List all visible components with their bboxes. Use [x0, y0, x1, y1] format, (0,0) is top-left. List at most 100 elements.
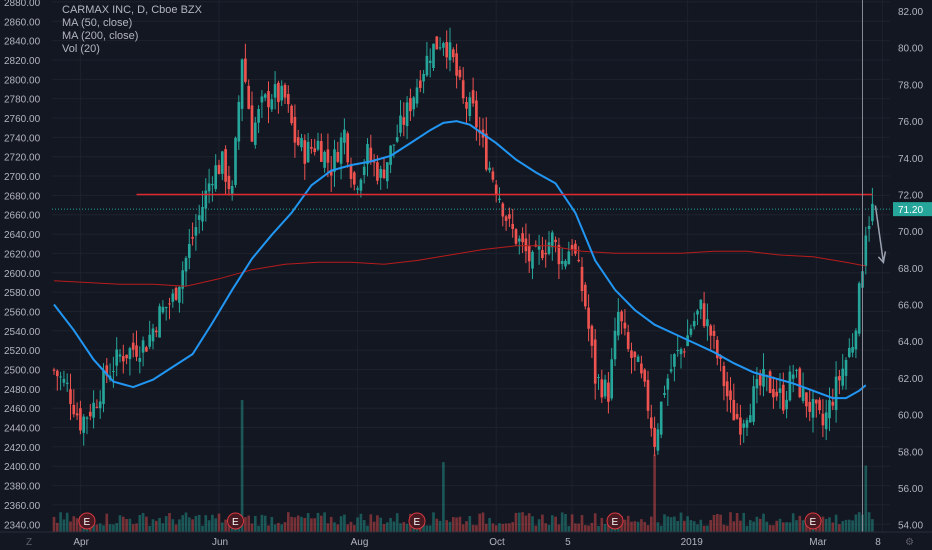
candle-body — [508, 214, 511, 219]
candle-body — [811, 399, 815, 418]
candle-body — [742, 423, 746, 428]
volume-bar — [748, 520, 752, 532]
volume-bar — [557, 524, 561, 532]
candle-body — [498, 198, 501, 201]
earnings-marker — [227, 512, 244, 530]
settings-gear-icon[interactable]: ⚙ — [905, 537, 914, 548]
volume-bar — [630, 521, 633, 532]
volume-bar — [742, 512, 746, 532]
volume-bar — [339, 516, 343, 532]
volume-bar — [247, 515, 251, 532]
volume-bar — [699, 519, 703, 532]
volume-bar — [300, 516, 303, 532]
volume-bar — [422, 523, 425, 532]
volume-bar — [418, 525, 422, 532]
candle-body — [161, 306, 165, 313]
candle-body — [630, 350, 633, 359]
volume-bar — [158, 517, 161, 532]
volume-bar — [696, 524, 699, 532]
candle-body — [75, 413, 79, 416]
volume-bar — [831, 522, 835, 532]
candle-body — [706, 319, 709, 327]
candle-body — [82, 416, 86, 433]
volume-bar — [145, 516, 148, 532]
candle-body — [768, 371, 772, 393]
candle-body — [494, 184, 498, 195]
candle-body — [399, 115, 402, 133]
volume-bar — [128, 518, 132, 532]
candle-body — [319, 141, 323, 162]
candle-body — [626, 332, 630, 350]
volume-bar — [283, 522, 287, 532]
volume-bar — [590, 522, 594, 532]
volume-bar — [847, 519, 851, 532]
left-axis-tick-label: 2820.00 — [4, 56, 41, 67]
time-axis-label: Apr — [73, 537, 89, 548]
volume-bar — [626, 515, 630, 532]
volume-bar — [171, 519, 175, 532]
candle-body — [501, 203, 505, 217]
volume-bar — [623, 519, 627, 532]
volume-bar — [442, 462, 445, 532]
volume-bar — [115, 523, 119, 532]
candle-body — [465, 101, 468, 109]
candle-body — [293, 116, 297, 143]
volume-bar — [669, 517, 673, 532]
volume-bar — [762, 513, 765, 532]
candle-body — [570, 244, 574, 250]
candle-body — [801, 388, 805, 401]
volume-bar — [871, 519, 874, 532]
candle-body — [491, 171, 495, 180]
left-axis-tick-label: 2540.00 — [4, 327, 41, 338]
candle-body — [145, 347, 148, 352]
volume-bar — [224, 519, 227, 532]
candle-body — [841, 368, 845, 386]
candle-body — [432, 43, 435, 68]
volume-bar — [603, 523, 607, 532]
candle-body — [603, 379, 607, 397]
zoom-icon[interactable]: Z — [26, 537, 32, 548]
volume-bar — [184, 512, 188, 532]
candle-body — [715, 339, 719, 359]
volume-bar — [194, 515, 198, 532]
candle-body — [270, 99, 274, 110]
volume-bar — [379, 517, 383, 532]
volume-bar — [359, 513, 363, 532]
candle-body — [669, 369, 673, 372]
right-axis-tick-label: 78.00 — [898, 80, 923, 91]
chart-legend: CARMAX INC, D, Cboe BZX MA (50, close) M… — [62, 4, 202, 56]
volume-bar — [772, 525, 775, 532]
time-axis-label: Mar — [809, 537, 827, 548]
right-axis-background — [892, 0, 932, 532]
candle-body — [831, 401, 835, 406]
candle-body — [283, 84, 287, 98]
candle-body — [306, 141, 310, 163]
volume-bar — [715, 513, 719, 532]
volume-bar — [564, 514, 567, 532]
candle-body — [458, 69, 462, 78]
volume-bar — [98, 523, 102, 532]
candle-body — [745, 420, 749, 428]
candle-body — [356, 188, 359, 190]
volume-bar — [306, 513, 310, 532]
candle-body — [564, 260, 567, 267]
candle-body — [257, 108, 260, 123]
candle-body — [230, 185, 234, 194]
volume-bar — [369, 514, 373, 532]
candle-body — [372, 161, 376, 163]
candle-body — [646, 379, 650, 411]
candle-body — [550, 232, 554, 248]
candle-body — [640, 363, 643, 374]
volume-bar — [597, 525, 600, 532]
left-axis-tick-label: 2340.00 — [4, 520, 41, 531]
volume-bar — [663, 514, 666, 532]
candle-body — [125, 354, 128, 359]
time-axis-label: Aug — [351, 537, 369, 548]
candle-body — [131, 342, 135, 350]
volume-bar — [389, 517, 392, 532]
candle-body — [240, 59, 244, 109]
volume-bar — [491, 523, 495, 532]
candle-body — [785, 399, 788, 410]
candle-body — [722, 366, 726, 387]
